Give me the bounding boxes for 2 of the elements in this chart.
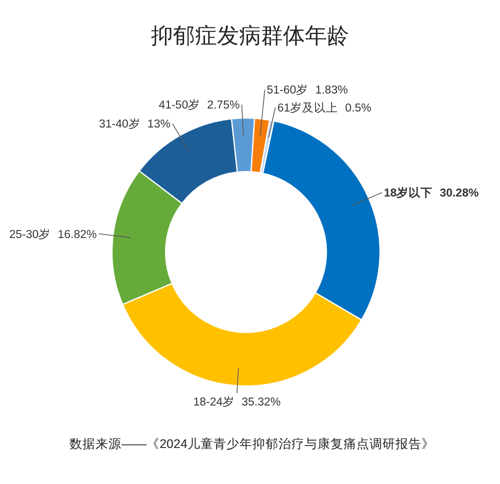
title: 抑郁症发病群体年龄 <box>151 23 349 48</box>
annotation: 数据来源——《2024儿童青少年抑郁治疗与康复痛点调研报告》 <box>70 437 434 451</box>
